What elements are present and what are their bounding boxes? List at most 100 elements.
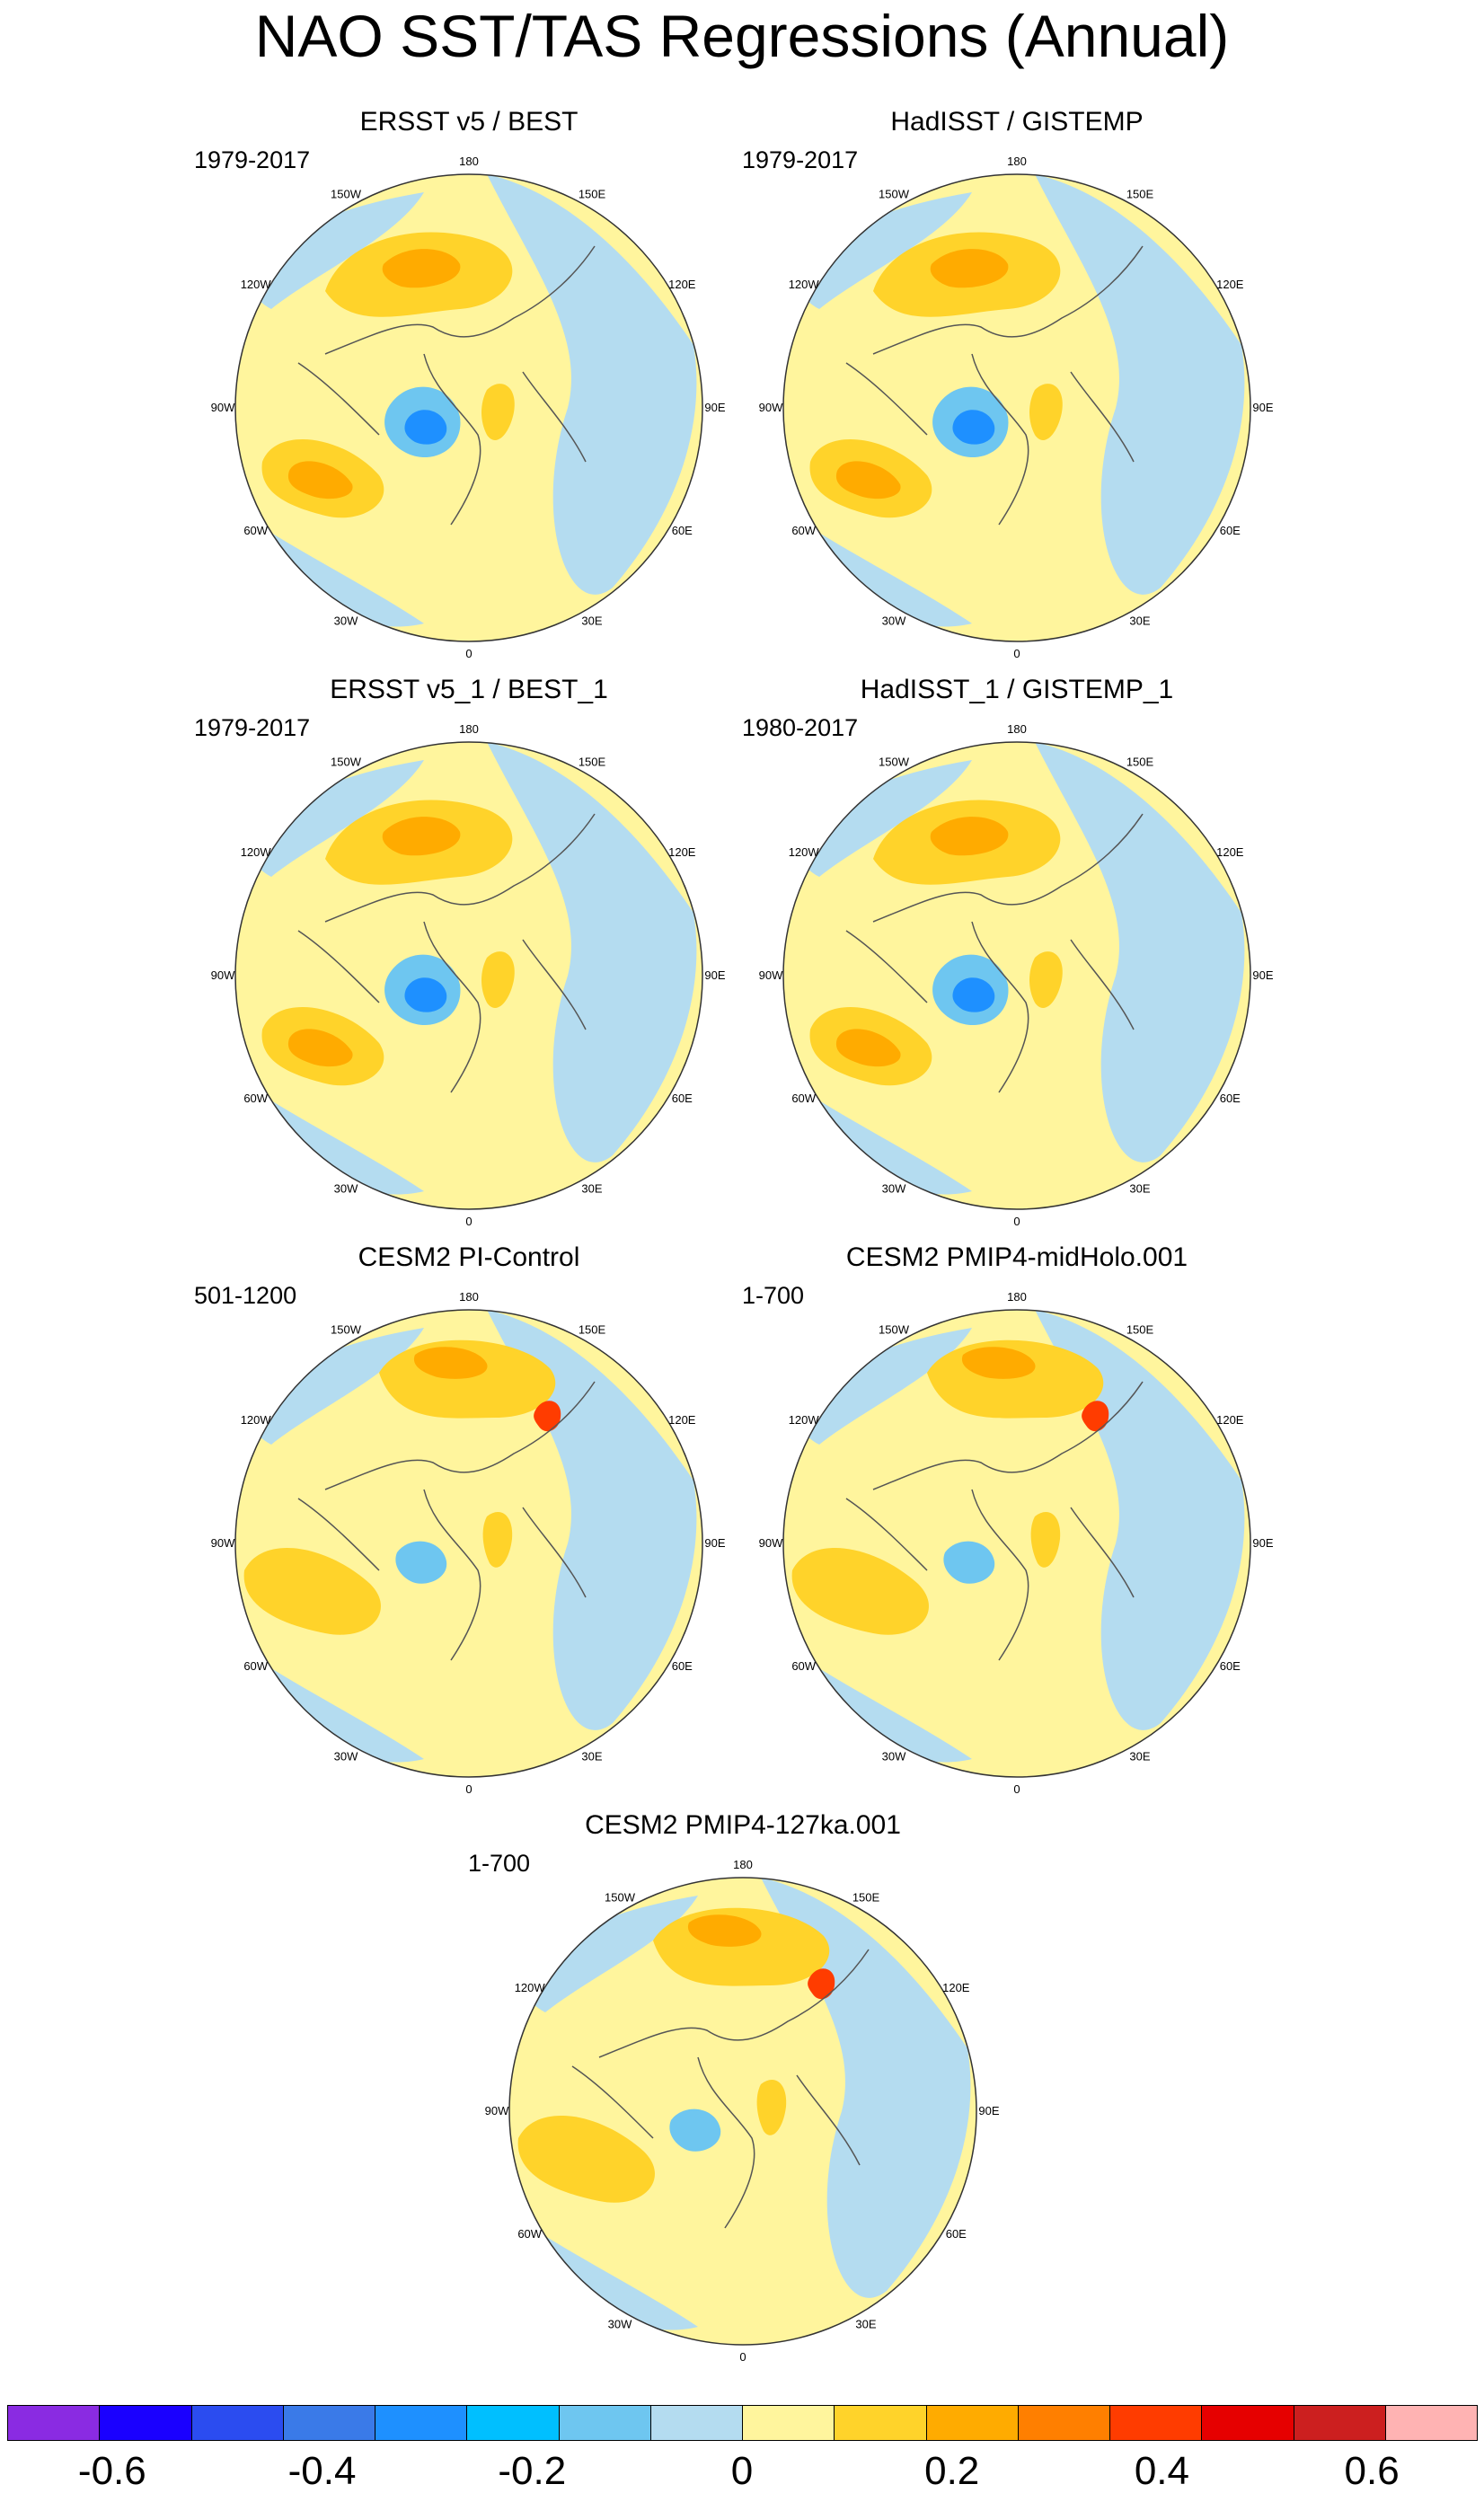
- field-negative-region: [487, 742, 697, 1163]
- field-contour: [481, 951, 515, 1008]
- longitude-label: 120W: [241, 845, 272, 859]
- field-contour: [287, 1029, 353, 1067]
- polar-map: 180 150E 120E 90E 60E 30E 0 30W 60W 90W 120W 150W: [485, 1858, 1000, 2364]
- field-contour: [669, 2108, 721, 2152]
- longitude-label: 60E: [1220, 1659, 1241, 1673]
- field-negative-region: [1035, 742, 1245, 1163]
- colorbar-box: [1384, 2405, 1478, 2441]
- field-contour: [534, 1401, 561, 1432]
- colorbar-tick-label: 0: [730, 2449, 754, 2493]
- colorbar-box: [99, 2405, 192, 2441]
- field-contour: [756, 2079, 787, 2135]
- longitude-label: 0: [465, 647, 472, 660]
- field-contour: [413, 1347, 488, 1379]
- map-panel: HadISST_1 / GISTEMP_1 1980-2017 180 150E 120…: [738, 674, 1295, 1228]
- polar-map: 180 150E 120E 90E 60E 30E 0 30W 60W 90W 120W 150W: [211, 722, 726, 1228]
- longitude-label: 120W: [789, 845, 820, 859]
- field-contour: [481, 384, 515, 440]
- longitude-label: 180: [733, 1858, 753, 1871]
- field-negative-region: [518, 2219, 698, 2330]
- longitude-label: 180: [459, 1290, 479, 1304]
- map-boundary: [782, 741, 1251, 1210]
- field-contour: [382, 817, 461, 856]
- field-contour: [952, 410, 995, 445]
- colorbar-tick-label: -0.6: [77, 2449, 146, 2493]
- longitude-label: 150W: [331, 756, 362, 769]
- field-negative-region: [792, 1328, 972, 1445]
- longitude-label: 150W: [879, 188, 910, 201]
- longitude-label: 60W: [243, 1092, 268, 1105]
- map-boundary: [234, 741, 703, 1210]
- longitude-label: 0: [739, 2350, 746, 2364]
- longitude-label: 90W: [485, 2104, 509, 2117]
- colorbar-box: [925, 2405, 1019, 2441]
- longitude-label: 30E: [1129, 1181, 1150, 1195]
- colorbar-tick-label: 0.6: [1344, 2449, 1400, 2493]
- longitude-label: 90E: [704, 401, 725, 414]
- map-boundary: [782, 1309, 1251, 1778]
- coastline: [845, 1381, 1144, 1661]
- longitude-label: 120E: [668, 845, 696, 859]
- longitude-label: 150W: [879, 1323, 910, 1337]
- panel-period: 1-700: [468, 1850, 531, 1877]
- map-boundary: [782, 173, 1251, 642]
- panel-title: CESM2 PMIP4-127ka.001: [585, 1810, 901, 1840]
- longitude-label: 150E: [1126, 1323, 1154, 1337]
- field-contour: [943, 1541, 995, 1584]
- field-negative-region: [792, 1083, 972, 1195]
- longitude-label: 120E: [668, 1413, 696, 1427]
- field-negative-region: [244, 1083, 424, 1195]
- field-contour: [517, 2115, 655, 2203]
- panel-title: HadISST / GISTEMP: [890, 107, 1144, 137]
- map-boundary: [234, 173, 703, 642]
- colorbar-box: [190, 2405, 284, 2441]
- longitude-label: 60E: [672, 1092, 693, 1105]
- field-negative-region: [244, 516, 424, 627]
- colorbar-box: [1293, 2405, 1386, 2441]
- polar-map: 180 150E 120E 90E 60E 30E 0 30W 60W 90W 120W 150W: [759, 1290, 1274, 1796]
- field-contour: [835, 461, 901, 499]
- colorbar-box: [558, 2405, 651, 2441]
- longitude-label: 60W: [243, 524, 268, 537]
- colorbar-box: [834, 2405, 927, 2441]
- field-contour: [961, 1347, 1036, 1379]
- map-panel: ERSST v5_1 / BEST_1 1979-2017 180 150E 120E 9…: [190, 674, 747, 1228]
- longitude-label: 90W: [759, 968, 783, 982]
- longitude-label: 90E: [1252, 401, 1273, 414]
- longitude-label: 60W: [791, 524, 816, 537]
- map-panel: HadISST / GISTEMP 1979-2017 180 150E 120E 90E…: [738, 106, 1295, 660]
- panel-period: 1-700: [742, 1282, 805, 1309]
- longitude-label: 90E: [1252, 968, 1273, 982]
- field-contour: [791, 1547, 929, 1635]
- field-contour: [1082, 1401, 1109, 1432]
- longitude-label: 150E: [1126, 756, 1154, 769]
- longitude-label: 120E: [942, 1981, 970, 1994]
- longitude-label: 90W: [211, 401, 235, 414]
- map-boundary: [508, 1877, 977, 2346]
- longitude-label: 120W: [789, 1413, 820, 1427]
- longitude-label: 60E: [1220, 524, 1241, 537]
- longitude-label: 0: [1013, 1782, 1020, 1796]
- coastline: [845, 813, 1144, 1093]
- longitude-label: 120E: [1216, 278, 1244, 291]
- field-negative-region: [244, 1651, 424, 1763]
- coastline: [845, 245, 1144, 526]
- map-panel: ERSST v5 / BEST 1979-2017 180 150E 120E 90E 60…: [190, 106, 747, 660]
- colorbar-box: [649, 2405, 743, 2441]
- longitude-label: 120E: [668, 278, 696, 291]
- coastline: [297, 245, 596, 526]
- field-contour: [1029, 951, 1063, 1008]
- longitude-label: 30W: [334, 614, 358, 627]
- field-negative-region: [1035, 1310, 1245, 1730]
- panel-title: CESM2 PI-Control: [358, 1242, 580, 1272]
- longitude-label: 150E: [1126, 188, 1154, 201]
- field-contour: [687, 1914, 762, 1947]
- longitude-label: 60W: [243, 1659, 268, 1673]
- longitude-label: 0: [465, 1215, 472, 1228]
- longitude-label: 0: [465, 1782, 472, 1796]
- longitude-label: 60W: [517, 2227, 542, 2241]
- field-contour: [1029, 384, 1063, 440]
- longitude-label: 90W: [759, 1536, 783, 1550]
- field-contour: [930, 249, 1009, 288]
- longitude-label: 0: [1013, 1215, 1020, 1228]
